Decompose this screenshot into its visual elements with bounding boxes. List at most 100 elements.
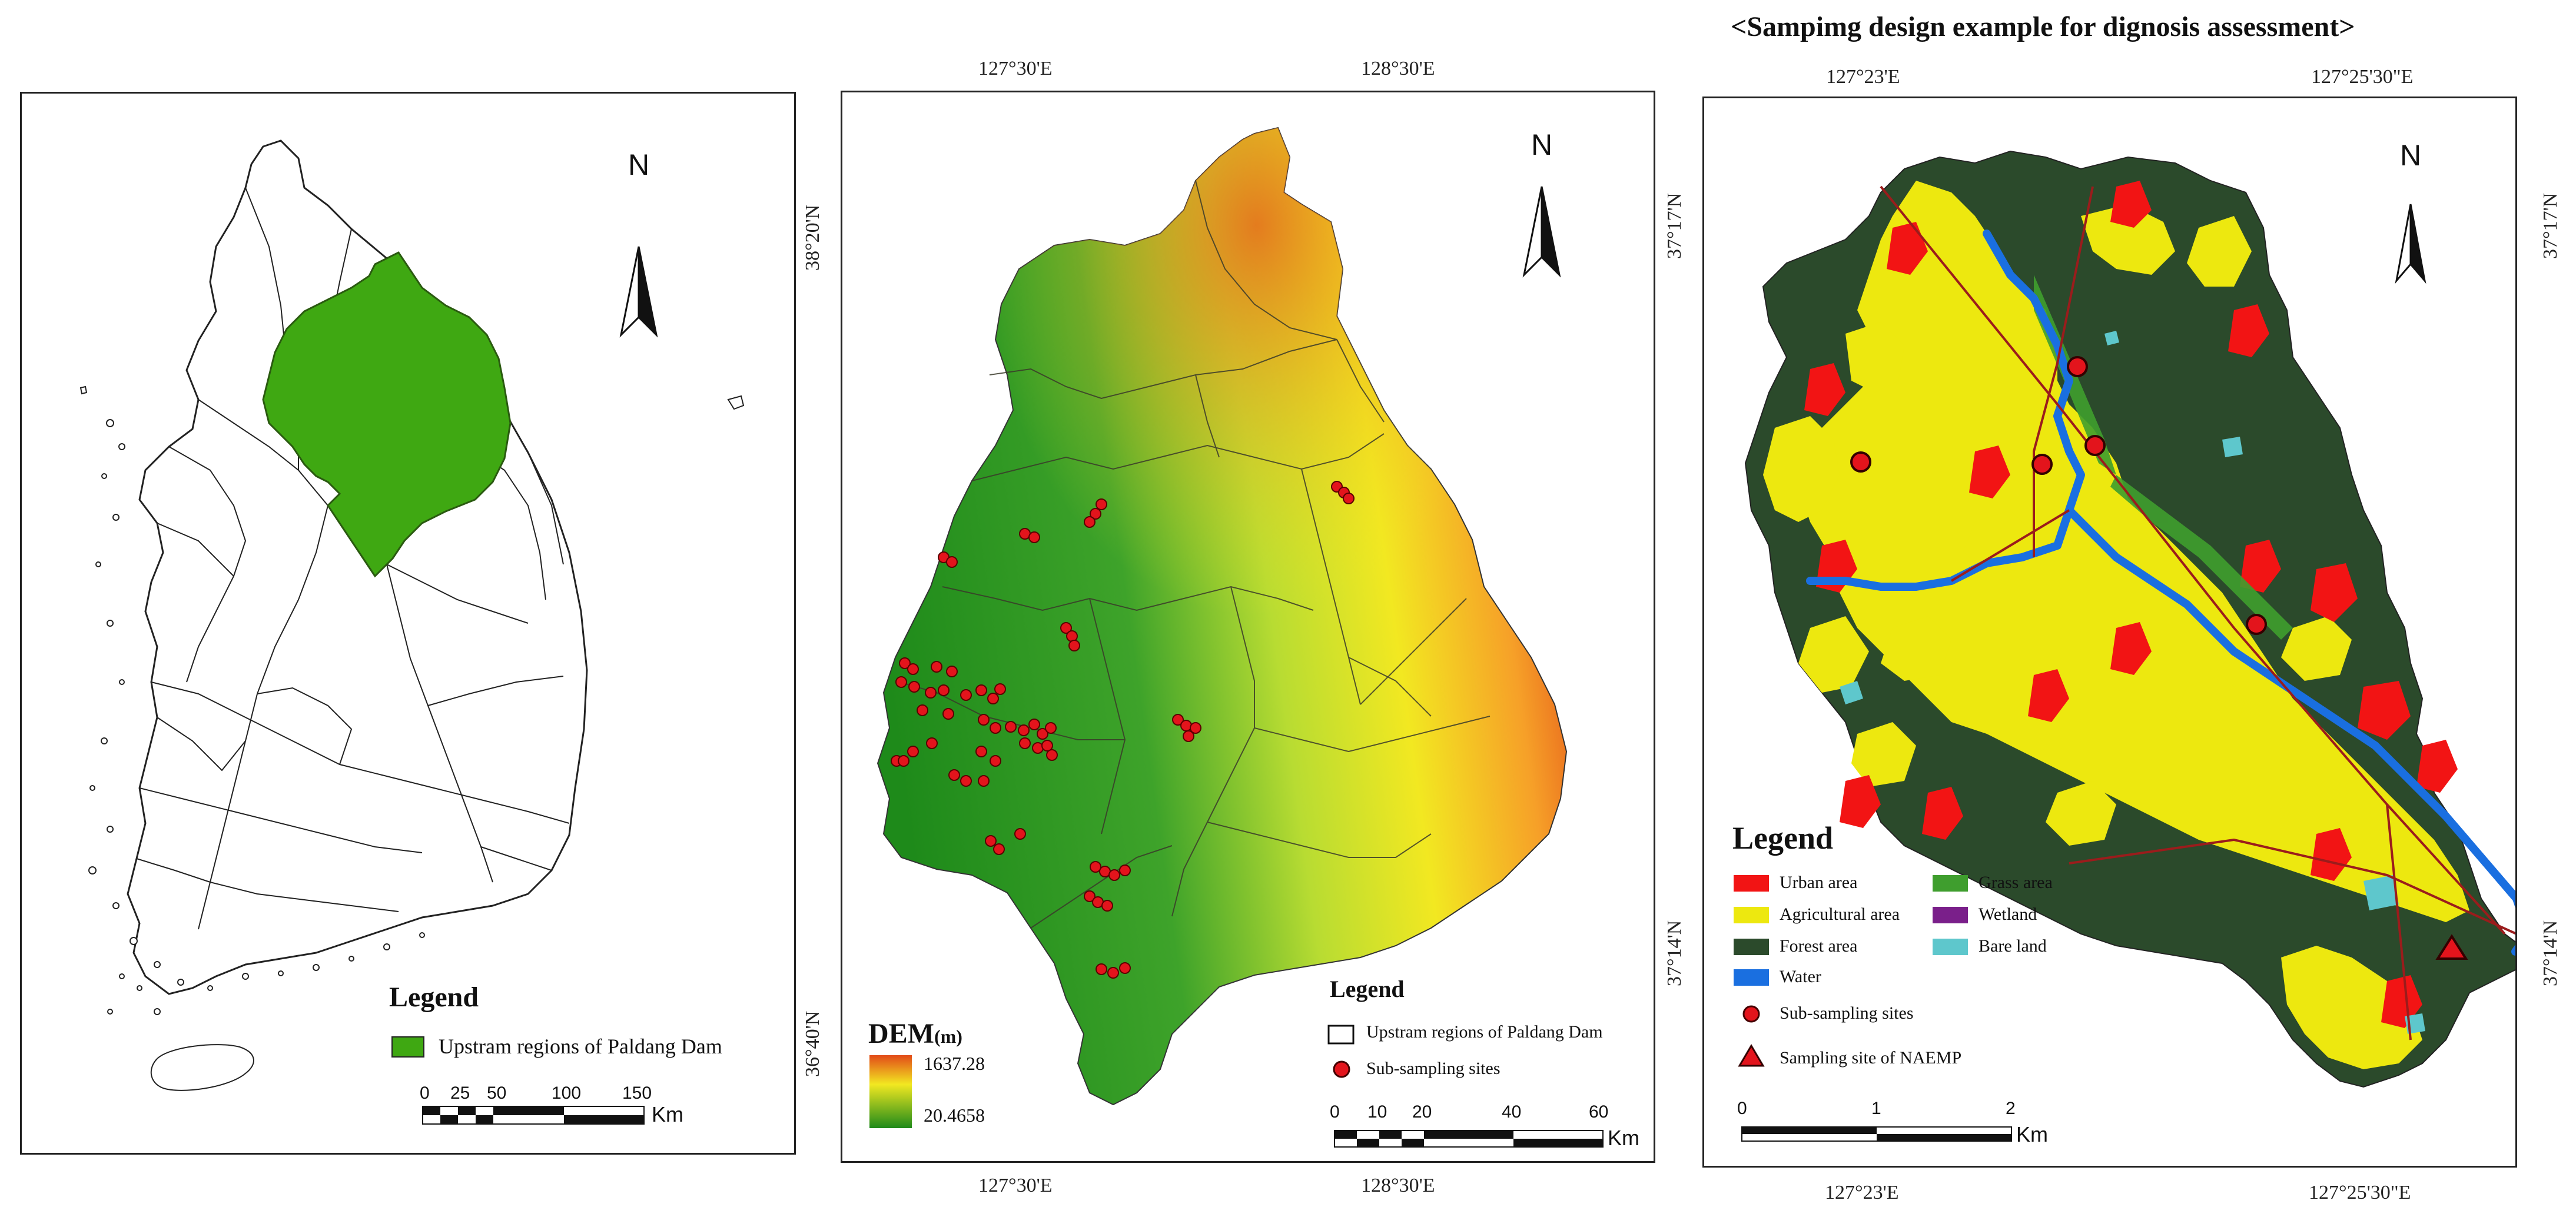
- dem-color-ramp: [869, 1055, 912, 1128]
- sampling-site: [1028, 531, 1040, 543]
- sampling-site: [1108, 869, 1120, 881]
- scale-tick: 40: [1502, 1102, 1522, 1122]
- scale-bar: [422, 1106, 645, 1125]
- coord-left: 38°20'N: [802, 204, 824, 271]
- korea-outline-map: [79, 139, 745, 1091]
- legend-label: Sub-sampling sites: [1780, 1003, 1914, 1023]
- scale-tick: 2: [2006, 1099, 2016, 1118]
- scale-tick: 150: [622, 1083, 652, 1103]
- sampling-site: [917, 704, 928, 716]
- legend-swatch-upstream: [391, 1036, 424, 1058]
- sampling-site: [946, 556, 958, 568]
- sampling-site: [925, 687, 937, 699]
- scale-tick: 25: [450, 1083, 470, 1103]
- legend-label: Forest area: [1780, 936, 1858, 956]
- legend-swatch-forest: [1734, 939, 1769, 955]
- dem-elevation-map: [869, 127, 1604, 1148]
- legend-label: Upstram regions of Paldang Dam: [1366, 1022, 1603, 1042]
- coord-bottom: 127°23'E: [1825, 1182, 1899, 1203]
- sampling-site: [926, 737, 938, 749]
- scale-tick: 20: [1412, 1102, 1432, 1122]
- sampling-site: [942, 708, 954, 720]
- paldang-upstream-region: [262, 251, 512, 578]
- figure-title: <Sampimg design example for dignosis ass…: [1731, 11, 2355, 42]
- north-label: N: [2399, 139, 2422, 172]
- scale-bar: [1741, 1126, 2012, 1142]
- legend-label: Wetland: [1979, 905, 2037, 924]
- north-arrow: [1522, 186, 1561, 278]
- scale-tick: 0: [420, 1083, 430, 1103]
- landuse-sampling-sites: [1850, 356, 2267, 635]
- legend-label: Grass area: [1979, 873, 2053, 892]
- legend-label: Urban area: [1780, 873, 1858, 892]
- scale-unit: Km: [1608, 1126, 1639, 1150]
- sampling-site: [987, 693, 999, 704]
- sampling-site: [960, 775, 972, 787]
- sampling-site: [1119, 864, 1131, 876]
- sampling-site: [1183, 730, 1194, 742]
- sampling-site: [1046, 749, 1058, 761]
- legend-label: Bare land: [1979, 936, 2047, 956]
- north-arrow: [619, 246, 658, 338]
- legend-label: Upstram regions of Paldang Dam: [439, 1035, 722, 1058]
- dem-unit: (m): [934, 1026, 962, 1047]
- scale-tick: 10: [1367, 1102, 1387, 1122]
- legend-title: Legend: [389, 982, 479, 1013]
- legend-title: Legend: [1330, 976, 1405, 1002]
- coord-top: 128°30'E: [1361, 58, 1435, 79]
- sampling-site: [1107, 967, 1119, 979]
- legend-swatch-grass: [1933, 875, 1968, 892]
- coord-left: 37°14'N: [1664, 920, 1685, 986]
- sampling-site: [978, 714, 990, 726]
- sampling-site: [1096, 498, 1107, 510]
- coord-top: 127°30'E: [978, 58, 1053, 79]
- sampling-site: [990, 722, 1001, 734]
- sampling-site: [975, 684, 987, 696]
- legend-swatch-agricultural: [1734, 907, 1769, 923]
- sampling-site: [938, 684, 950, 696]
- dem-max-value: 1637.28: [924, 1053, 985, 1074]
- sampling-site: [907, 663, 919, 675]
- legend-box-symbol: [1327, 1025, 1355, 1045]
- coord-left: 36°40'N: [802, 1010, 824, 1077]
- legend-swatch-water: [1734, 969, 1769, 986]
- sampling-site: [898, 755, 909, 767]
- scale-tick: 50: [487, 1083, 507, 1103]
- coord-left: 37°17'N: [1664, 192, 1685, 259]
- sampling-site: [1190, 722, 1201, 734]
- scale-tick: 100: [552, 1083, 582, 1103]
- coord-bottom: 128°30'E: [1361, 1175, 1435, 1196]
- coord-right: 37°17'N: [2540, 192, 2561, 259]
- sampling-site: [990, 755, 1001, 767]
- sampling-site: [1005, 721, 1017, 733]
- sampling-site: [960, 689, 972, 701]
- legend-title: Legend: [1732, 820, 1834, 856]
- coord-right: 37°14'N: [2540, 920, 2561, 986]
- landuse-map: [1734, 150, 2515, 1142]
- legend-label: Sub-sampling sites: [1366, 1059, 1501, 1078]
- north-label: N: [1531, 128, 1553, 161]
- sampling-site: [975, 746, 987, 757]
- scale-unit: Km: [652, 1102, 683, 1126]
- scale-tick: 0: [1330, 1102, 1340, 1122]
- jeju-island: [150, 1044, 254, 1091]
- scale-tick: 60: [1589, 1102, 1609, 1122]
- scale-unit: Km: [2016, 1122, 2048, 1146]
- scale-tick: 1: [1871, 1099, 1881, 1118]
- coord-bottom: 127°30'E: [978, 1175, 1053, 1196]
- sampling-site: [1068, 640, 1080, 651]
- sampling-site: [1101, 900, 1113, 912]
- dem-label: DEM: [868, 1018, 934, 1049]
- sampling-site: [948, 769, 960, 781]
- landuse-map-panel: N Legend Urban area Agricultural area Fo…: [1702, 97, 2517, 1168]
- korea-mainland: [127, 139, 588, 995]
- sampling-site: [1018, 724, 1030, 736]
- sampling-site: [1096, 963, 1107, 975]
- sampling-site: [907, 746, 919, 757]
- sampling-site: [895, 676, 907, 688]
- sampling-site: [1343, 493, 1355, 504]
- sampling-site: [1045, 722, 1057, 734]
- legend-dot-symbol: [1333, 1060, 1350, 1078]
- sampling-site: [985, 835, 997, 847]
- sampling-site: [993, 843, 1005, 855]
